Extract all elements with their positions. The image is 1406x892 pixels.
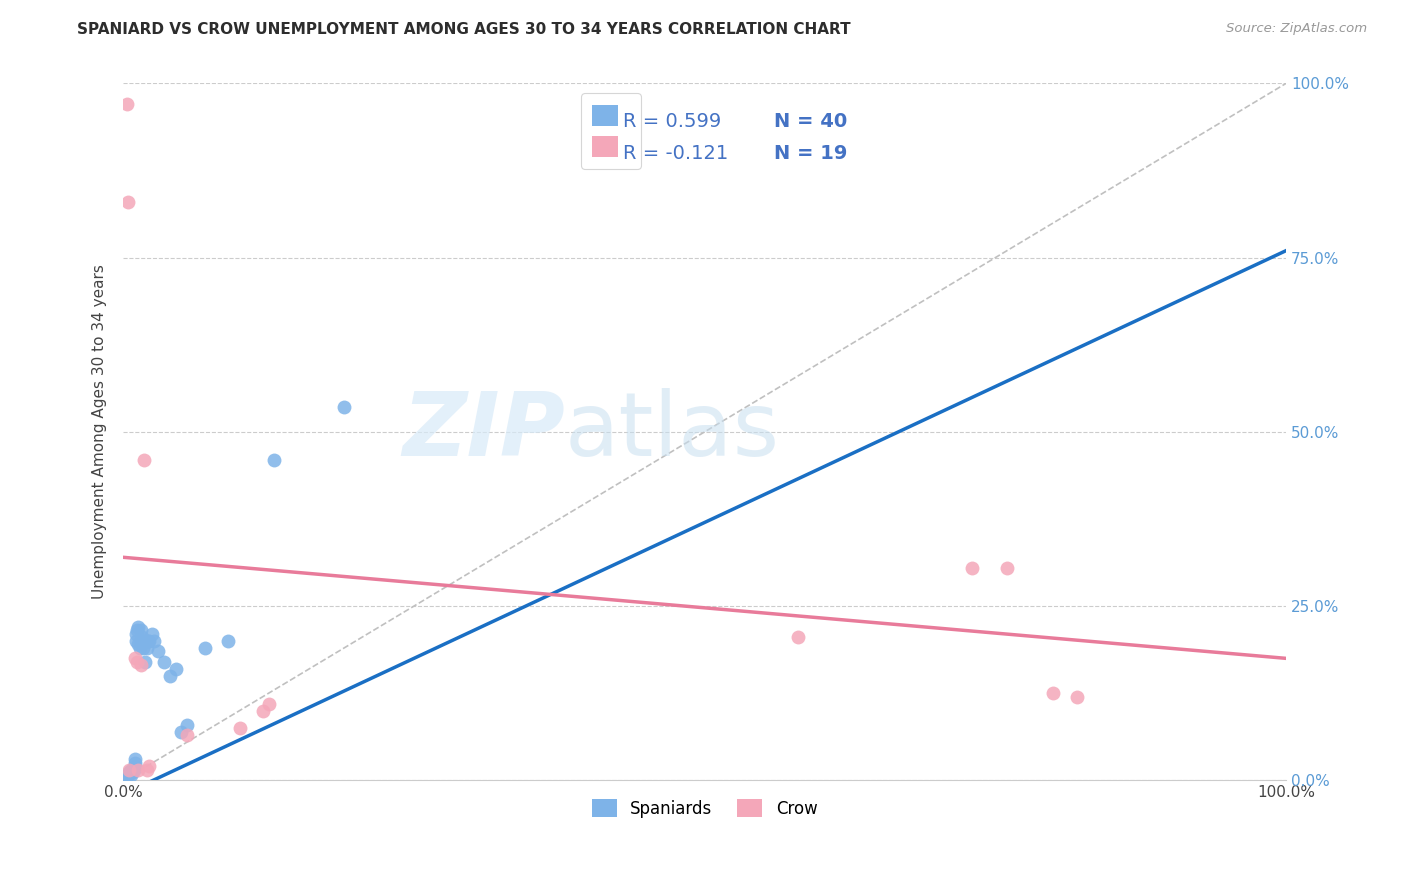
Point <box>153 655 176 669</box>
Point <box>257 697 280 711</box>
Point <box>122 763 145 777</box>
Legend: Spaniards, Crow: Spaniards, Crow <box>585 792 824 824</box>
Point <box>138 634 160 648</box>
Point <box>142 634 165 648</box>
Y-axis label: Unemployment Among Ages 30 to 34 years: Unemployment Among Ages 30 to 34 years <box>93 264 107 599</box>
Point <box>129 658 152 673</box>
Point <box>194 640 217 655</box>
Text: R = -0.121: R = -0.121 <box>623 144 728 162</box>
Point <box>141 627 163 641</box>
Point <box>1042 686 1064 700</box>
Point <box>134 452 156 467</box>
Point <box>115 768 138 782</box>
Point <box>129 634 152 648</box>
Point <box>125 627 148 641</box>
Text: SPANIARD VS CROW UNEMPLOYMENT AMONG AGES 30 TO 34 YEARS CORRELATION CHART: SPANIARD VS CROW UNEMPLOYMENT AMONG AGES… <box>77 22 851 37</box>
Point <box>115 97 138 112</box>
Point <box>136 634 159 648</box>
Point <box>117 194 139 209</box>
Point <box>127 620 149 634</box>
Point <box>120 763 142 777</box>
Point <box>118 763 141 777</box>
Point <box>124 651 146 665</box>
Point <box>118 766 141 780</box>
Point <box>124 756 146 770</box>
Point <box>127 637 149 651</box>
Point <box>118 764 141 779</box>
Point <box>117 768 139 782</box>
Point <box>127 624 149 638</box>
Text: atlas: atlas <box>565 388 780 475</box>
Point <box>148 644 170 658</box>
Point <box>120 766 142 780</box>
Point <box>127 655 149 669</box>
Point <box>135 763 157 777</box>
Text: Source: ZipAtlas.com: Source: ZipAtlas.com <box>1226 22 1367 36</box>
Point <box>217 634 239 648</box>
Point <box>132 640 155 655</box>
Point <box>333 401 356 415</box>
Point <box>170 724 193 739</box>
Point <box>131 631 153 645</box>
Point <box>124 752 146 766</box>
Point <box>134 655 156 669</box>
Point <box>960 560 983 574</box>
Point <box>228 721 250 735</box>
Point <box>124 759 146 773</box>
Point <box>138 759 160 773</box>
Point <box>127 763 149 777</box>
Point <box>159 669 181 683</box>
Point <box>135 640 157 655</box>
Point <box>129 624 152 638</box>
Point <box>121 764 143 779</box>
Point <box>128 640 150 655</box>
Point <box>252 704 274 718</box>
Text: R = 0.599: R = 0.599 <box>623 112 721 131</box>
Point <box>176 717 198 731</box>
Text: N = 40: N = 40 <box>775 112 848 131</box>
Point <box>995 560 1018 574</box>
Point <box>165 662 187 676</box>
Point <box>134 634 156 648</box>
Point <box>263 452 285 467</box>
Point <box>786 631 808 645</box>
Point <box>125 634 148 648</box>
Point <box>120 768 142 782</box>
Text: ZIP: ZIP <box>402 388 565 475</box>
Point <box>114 770 136 784</box>
Point <box>1066 690 1088 704</box>
Point <box>176 728 198 742</box>
Text: N = 19: N = 19 <box>775 144 848 162</box>
